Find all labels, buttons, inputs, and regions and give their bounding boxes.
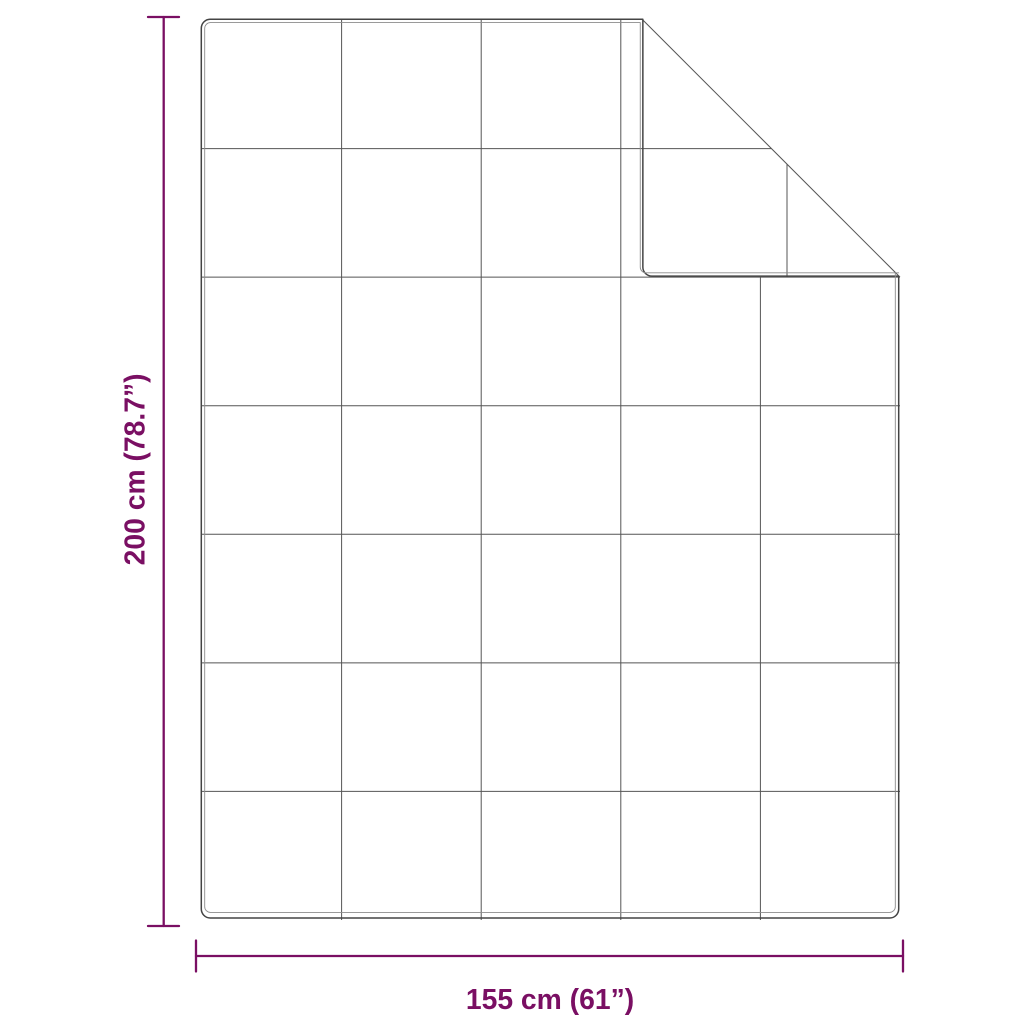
svg-text:155 cm (61”): 155 cm (61”) <box>466 983 634 1015</box>
svg-text:200 cm (78.7”): 200 cm (78.7”) <box>119 373 151 565</box>
